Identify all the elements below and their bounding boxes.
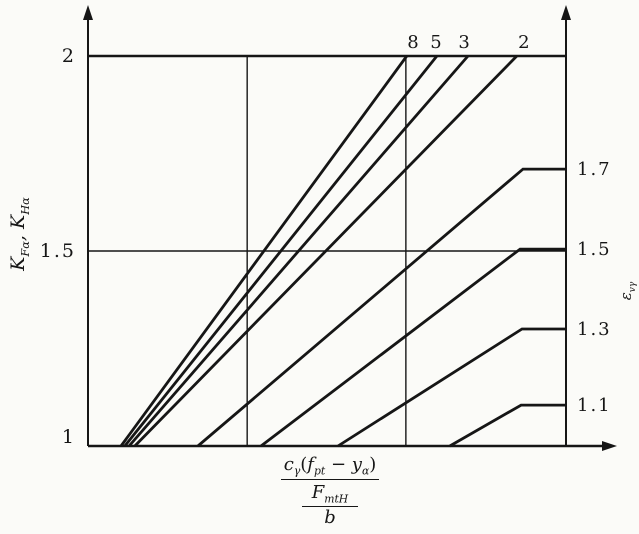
right-curve-label-1.5: 1.5 [577,239,612,260]
x-axis-title: cγ(fpt − yα) FmtH b [230,454,430,528]
curve-eps-1p7 [196,167,566,448]
x-axis-inner-fraction: FmtH b [301,481,359,528]
top-curve-label-3: 3 [458,32,471,53]
curve-eps-1p3 [337,327,566,448]
epsilon-vgamma-symbol: εvγ [617,281,638,301]
left-tick-label-1: 1 [62,426,76,448]
curve-eps-5 [123,55,438,447]
fmth-symbol: FmtH [311,481,349,506]
right-curve-label-1.7: 1.7 [577,159,612,180]
x-axis-denominator: FmtH b [280,478,380,528]
y-axis-title-right: εvγ [616,261,638,321]
x-axis-fraction: cγ(fpt − yα) FmtH b [280,454,380,528]
x-axis-arrow-icon [602,441,617,451]
top-curve-label-8: 8 [407,32,420,53]
curve-eps-1p1 [449,403,566,448]
x-axis-numerator: cγ(fpt − yα) [283,454,377,478]
y-axis-right-arrow-icon [561,5,571,20]
k-falpha-symbol: KFα [7,241,32,271]
right-curve-label-1.1: 1.1 [577,395,612,416]
y-axis-left-arrow-icon [83,5,93,20]
left-tick-label-1.5: 1.5 [40,240,76,262]
curve-eps-1p5 [260,247,566,448]
top-curve-label-5: 5 [430,32,443,53]
curve-eps-2 [133,55,518,447]
curve-eps-8 [119,55,408,447]
axis-title-separator: , [7,228,29,242]
y-axis-title-left: KFα, KHα [6,153,32,315]
b-symbol: b [301,506,359,528]
top-curve-label-2: 2 [518,32,531,53]
left-tick-label-2: 2 [62,45,76,67]
k-halpha-symbol: KHα [7,197,32,229]
right-curve-label-1.3: 1.3 [577,319,612,340]
curve-eps-3 [128,55,470,447]
